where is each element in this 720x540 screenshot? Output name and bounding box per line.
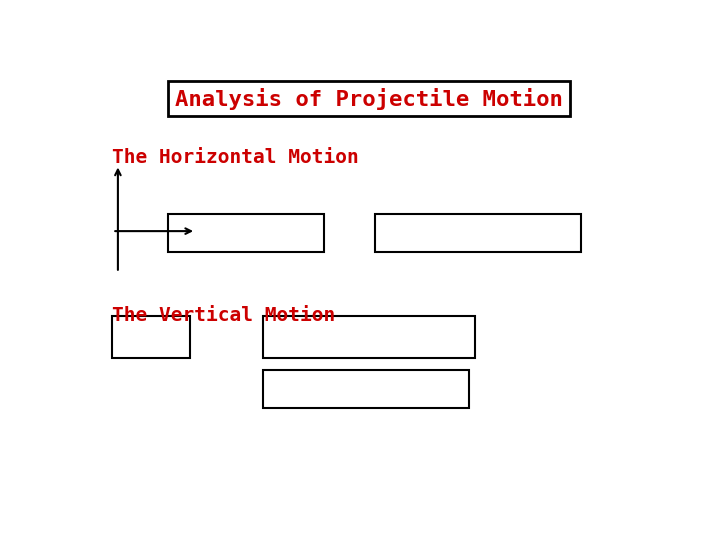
Bar: [168, 214, 324, 252]
Bar: [112, 316, 190, 358]
Bar: [263, 316, 475, 358]
Text: The Horizontal Motion: The Horizontal Motion: [112, 148, 359, 167]
Text: The Vertical Motion: The Vertical Motion: [112, 306, 336, 325]
Bar: [263, 370, 469, 408]
Text: Analysis of Projectile Motion: Analysis of Projectile Motion: [175, 87, 563, 110]
Bar: [374, 214, 581, 252]
